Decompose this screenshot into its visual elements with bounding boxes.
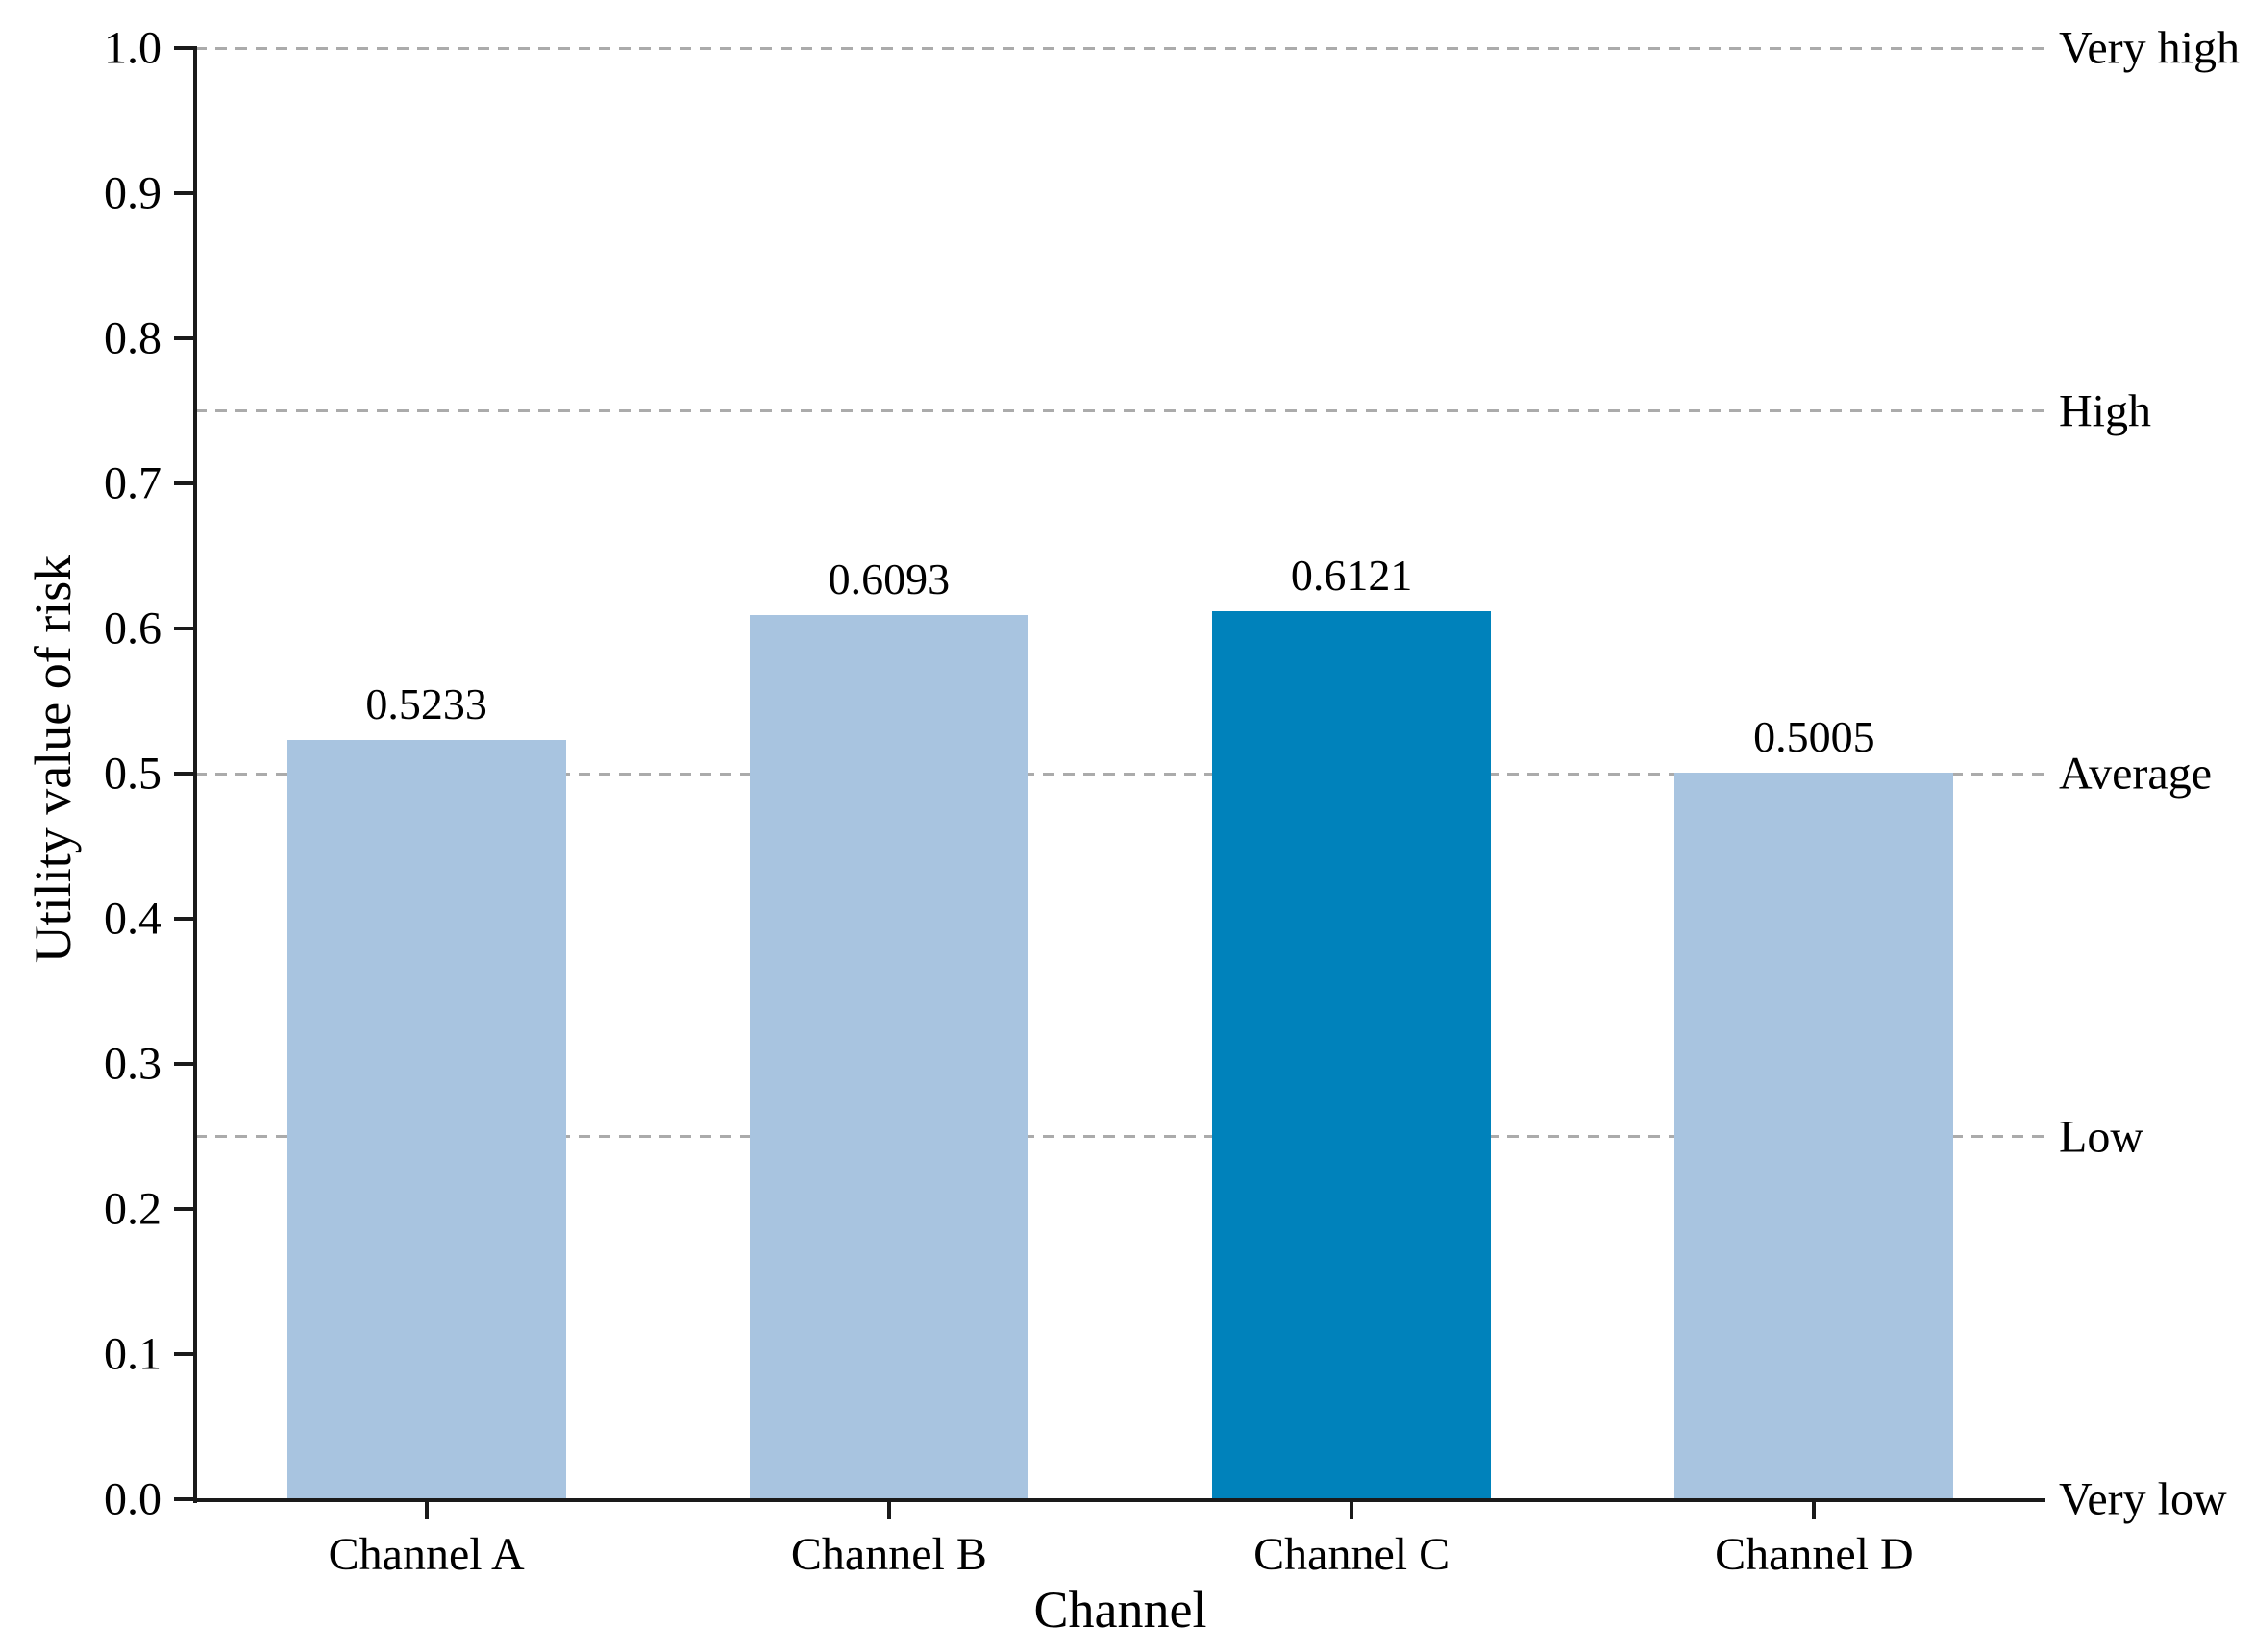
y-tick-label: 0.2 (104, 1183, 161, 1235)
y-tick-label: 0.1 (104, 1328, 161, 1380)
y-tick (174, 481, 193, 485)
y-tick-label: 0.4 (104, 893, 161, 945)
y-tick (174, 1062, 193, 1066)
reference-label-very-high: Very high (2059, 22, 2240, 74)
reference-label-high: High (2059, 385, 2151, 436)
y-axis-spine (193, 46, 197, 1503)
reference-line-low (195, 1135, 2045, 1138)
reference-label-low: Low (2059, 1111, 2143, 1162)
x-tick (1812, 1502, 1817, 1519)
reference-label-very-low: Very low (2059, 1473, 2227, 1525)
y-tick (174, 336, 193, 340)
y-tick-label: 0.9 (104, 167, 161, 219)
y-tick (174, 772, 193, 776)
reference-line-very-high (195, 46, 2045, 50)
x-tick (1350, 1502, 1354, 1519)
bar-channel-c (1212, 610, 1492, 1499)
x-tick-label: Channel D (1715, 1529, 1914, 1580)
reference-line-average (195, 772, 2045, 776)
x-tick (424, 1502, 429, 1519)
y-tick (174, 1207, 193, 1211)
y-tick (174, 917, 193, 921)
bar-value-label: 0.6093 (828, 554, 951, 604)
x-axis-title: Channel (1033, 1581, 1207, 1639)
bar-channel-d (1674, 773, 1954, 1499)
x-axis-spine (193, 1498, 2045, 1502)
y-tick (174, 1497, 193, 1501)
bar-value-label: 0.6121 (1290, 550, 1413, 600)
y-tick-label: 0.7 (104, 457, 161, 509)
y-tick (174, 191, 193, 195)
y-tick (174, 1352, 193, 1356)
bar-value-label: 0.5233 (365, 678, 487, 728)
bar-channel-a (286, 739, 566, 1499)
bar-value-label: 0.5005 (1753, 712, 1875, 762)
reference-label-average: Average (2059, 748, 2212, 800)
x-tick (886, 1502, 891, 1519)
x-tick-label: Channel C (1253, 1529, 1450, 1580)
bar-channel-b (749, 614, 1028, 1499)
y-tick-label: 0.5 (104, 748, 161, 800)
y-tick (174, 627, 193, 630)
y-tick-label: 0.6 (104, 603, 161, 654)
y-tick-label: 0.0 (104, 1473, 161, 1525)
reference-line-high (195, 409, 2045, 412)
x-tick-label: Channel A (328, 1529, 525, 1580)
y-tick-label: 0.8 (104, 312, 161, 364)
y-tick-label: 0.3 (104, 1038, 161, 1090)
y-tick-label: 1.0 (104, 22, 161, 74)
y-tick (174, 46, 193, 50)
x-tick-label: Channel B (790, 1529, 987, 1580)
